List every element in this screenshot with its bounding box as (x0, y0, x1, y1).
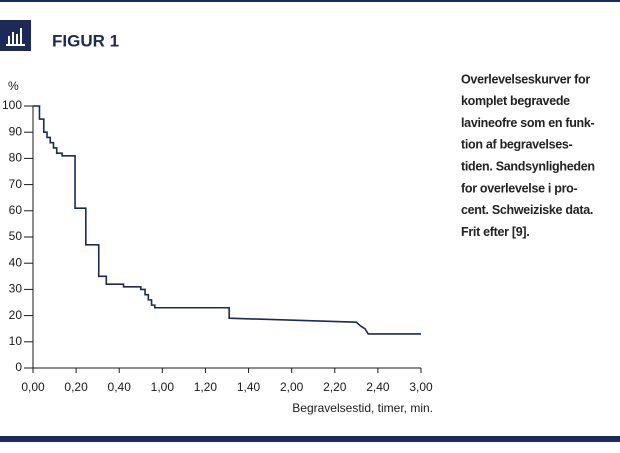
x-tick-label: 3,00 (409, 380, 433, 394)
y-tick-label: 30 (9, 282, 23, 296)
x-tick-label: 0,20 (64, 380, 88, 394)
survival-curve (33, 105, 421, 335)
caption-line: komplet begravede (461, 94, 570, 108)
x-tick-label: 2,00 (280, 380, 304, 394)
bottom-rule (0, 436, 620, 442)
y-tick-label: 80 (9, 151, 23, 165)
x-tick-label: 1,40 (237, 380, 261, 394)
y-tick-label: 40 (9, 255, 23, 269)
top-rule (0, 0, 620, 2)
y-tick-label: 10 (9, 334, 23, 348)
figure-icon (0, 20, 31, 51)
y-tick-label: 0 (15, 360, 22, 374)
caption-line: lavineofre som en funk- (461, 116, 595, 130)
y-tick-label: 50 (9, 229, 23, 243)
figure-title: FIGUR 1 (52, 31, 119, 50)
x-tick-label: 2,20 (323, 380, 347, 394)
x-tick-label: 0,00 (21, 380, 45, 394)
caption-line: cent. Schweiziske data. (461, 203, 593, 217)
y-tick-label: 70 (9, 177, 23, 191)
x-tick-label: 0,40 (108, 380, 132, 394)
icon-bars (6, 28, 25, 46)
caption-line: for overlevelse i pro- (461, 181, 577, 195)
caption-line: Overlevelseskurver for (461, 72, 590, 86)
x-tick-label: 2,40 (366, 380, 390, 394)
caption-line: tion af begravelses- (461, 138, 573, 152)
caption-line: Frit efter [9]. (461, 225, 529, 239)
x-tick-label: 1,00 (151, 380, 175, 394)
y-tick-label: 60 (9, 203, 23, 217)
x-axis-label: Begravelsestid, timer, min. (292, 401, 433, 415)
y-tick-label: 20 (9, 308, 23, 322)
caption-line: tiden. Sandsynligheden (461, 159, 595, 173)
y-tick-label: 90 (9, 124, 23, 138)
y-axis-label: % (8, 79, 19, 93)
x-tick-label: 1,20 (194, 380, 218, 394)
y-tick-label: 100 (2, 98, 22, 112)
